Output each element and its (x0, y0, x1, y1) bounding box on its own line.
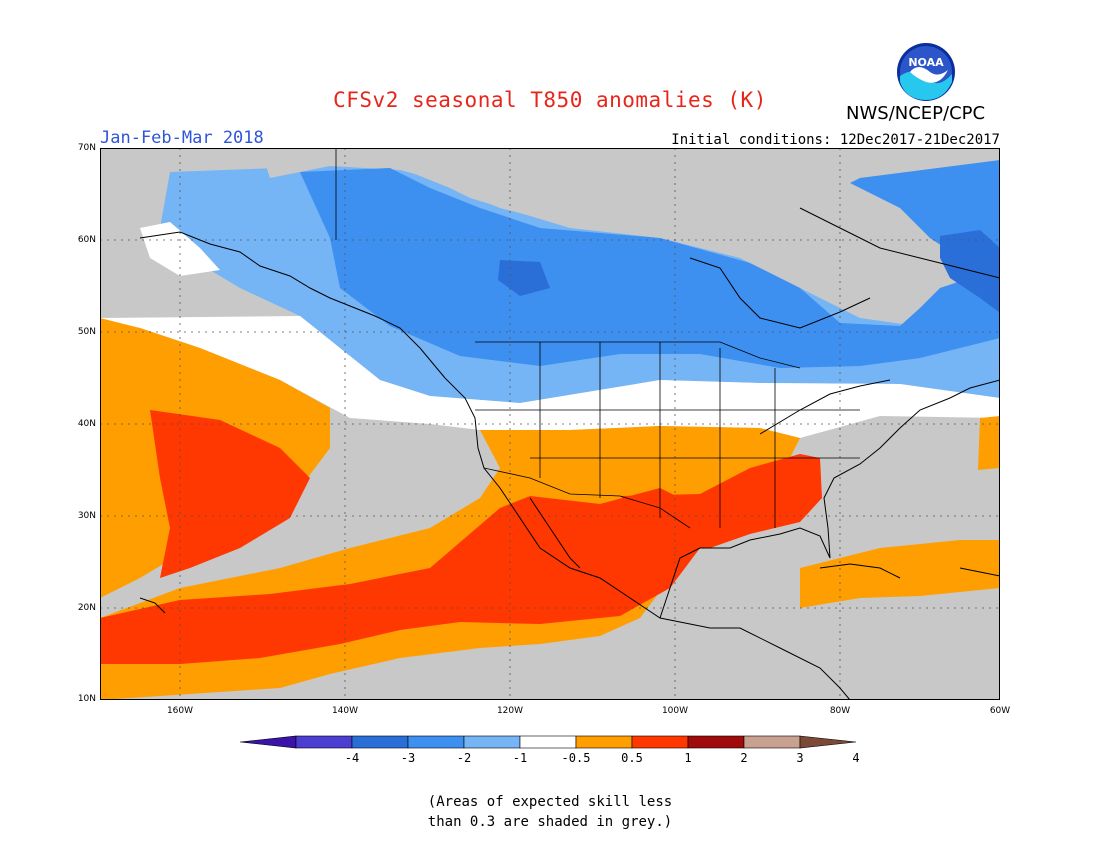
colorbar: -4 -3 -2 -1 -0.5 0.5 1 2 3 4 (240, 735, 860, 765)
lat-label-50n: 50N (77, 327, 96, 337)
colorbar-tick-label: -3 (401, 751, 415, 765)
anomaly-region-dark-blue-canada (498, 260, 550, 296)
forecast-period: Jan-Feb-Mar 2018 (100, 128, 264, 148)
anomaly-region-orange-caribbean (800, 540, 1000, 608)
logo-text: NOAA (908, 56, 944, 69)
skill-note-line2: than 0.3 are shaded in grey.) (427, 814, 673, 830)
colorbar-tick-label: 4 (852, 751, 859, 765)
colorbar-tick-label: 0.5 (621, 751, 643, 765)
colorbar-swatch (463, 735, 521, 749)
lon-label-100w: 100W (661, 706, 689, 716)
colorbar-tick-label: -0.5 (562, 751, 591, 765)
colorbar-swatch (407, 735, 465, 749)
lon-label-60w: 60W (989, 706, 1011, 716)
colorbar-swatch (575, 735, 633, 749)
anomaly-region-dark-blue-hudson (940, 230, 1000, 313)
lon-label-80w: 80W (829, 706, 851, 716)
colorbar-tick-label: 2 (740, 751, 747, 765)
colorbar-tick-label: 3 (796, 751, 803, 765)
anomaly-region-red-pacific (150, 410, 310, 578)
lon-label-160w: 160W (166, 706, 194, 716)
anomaly-region-orange-atlantic (978, 416, 1000, 470)
skill-note-line1: (Areas of expected skill less (427, 794, 673, 810)
lat-label-20n: 20N (77, 603, 96, 613)
anomaly-region-red-subtropics (100, 488, 700, 664)
political-borders (335, 148, 860, 529)
anomaly-region-blue-northeast (820, 158, 1000, 258)
anomaly-map (100, 148, 1000, 700)
colorbar-swatch (743, 735, 801, 749)
colorbar-tick-label: 1 (684, 751, 691, 765)
coastlines (139, 207, 1000, 700)
colorbar-tick-label: -4 (345, 751, 359, 765)
anomaly-region-red-southeast (620, 454, 822, 548)
colorbar-tick-label: -1 (513, 751, 527, 765)
agency-label: NWS/NCEP/CPC (846, 103, 986, 124)
lon-label-120w: 120W (496, 706, 524, 716)
grey-patch-yukon (260, 148, 1000, 238)
colorbar-swatch (519, 735, 577, 749)
colorbar-tick-label: -2 (457, 751, 471, 765)
lon-label-140w: 140W (331, 706, 359, 716)
initial-conditions: Initial conditions: 12Dec2017-21Dec2017 (671, 132, 1000, 148)
lat-label-40n: 40N (77, 419, 96, 429)
noaa-logo: NOAA (897, 43, 955, 101)
lat-label-30n: 30N (77, 511, 96, 521)
lat-label-10n: 10N (77, 694, 96, 704)
colorbar-swatch (351, 735, 409, 749)
colorbar-arrow-low (240, 735, 297, 749)
lat-label-70n: 70N (77, 143, 96, 153)
skill-note: (Areas of expected skill less than 0.3 a… (0, 792, 1100, 832)
map-title: CFSv2 seasonal T850 anomalies (K) (333, 88, 767, 112)
lat-label-60n: 60N (77, 235, 96, 245)
graticule (100, 148, 1000, 700)
colorbar-arrow-high (799, 735, 857, 749)
colorbar-swatch (687, 735, 745, 749)
colorbar-swatch (631, 735, 689, 749)
colorbar-swatch (295, 735, 353, 749)
